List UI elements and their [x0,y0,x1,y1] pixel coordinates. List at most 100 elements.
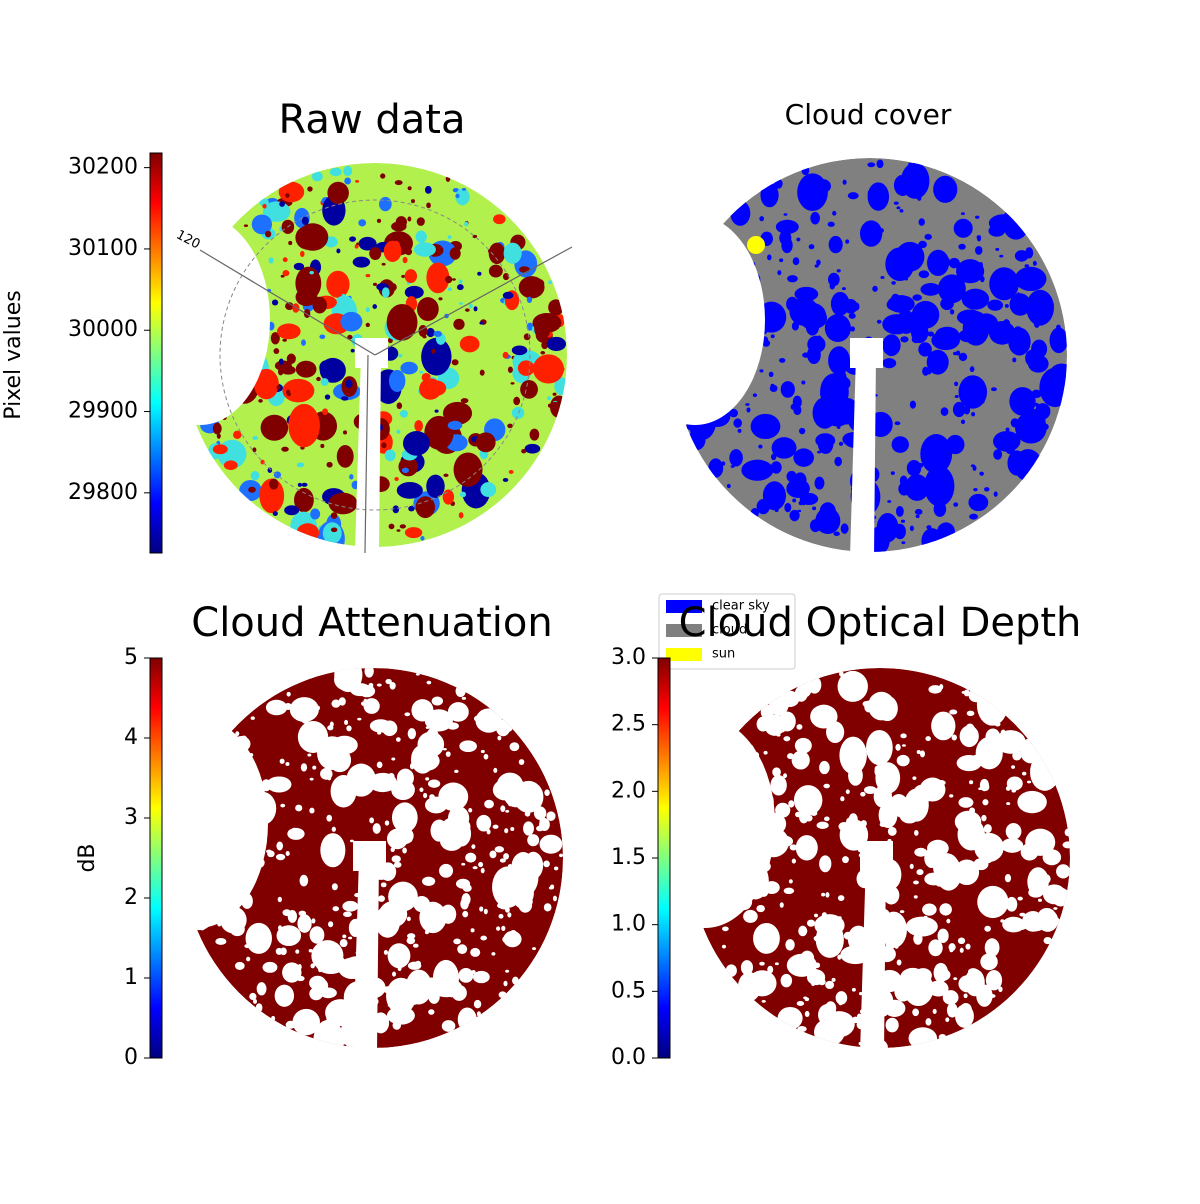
sky-blob [969,513,978,520]
sky-blob [859,220,883,247]
sky-blob [406,976,423,996]
sky-blob [404,269,418,284]
sky-blob [1049,327,1067,354]
sky-blob [813,913,819,918]
sky-blob [280,365,296,375]
sky-blob [455,685,466,698]
sky-blob [1026,289,1054,326]
sky-blob [915,514,920,519]
sky-blob [512,976,519,985]
sky-blob [473,715,484,723]
sky-blob [953,977,958,981]
sky-blob [793,448,814,467]
sky-blob [779,902,784,908]
sky-blob [399,410,409,418]
sky-blob [425,777,430,781]
sky-blob [819,502,836,522]
sky-blob [505,880,511,886]
sky-blob [526,296,533,303]
sky-blob [993,449,1003,460]
sky-blob [879,228,884,233]
sky-blob [759,216,765,222]
sky-blob [458,968,474,983]
sky-blob [295,266,322,300]
sky-blob [285,850,290,856]
sky-blob [753,922,780,954]
sky-blob [948,257,960,269]
sky-blob [965,943,971,950]
sky-blob [235,731,240,737]
sky-blob [779,230,792,246]
sky-blob [381,287,390,298]
sky-blob [989,704,1002,717]
sky-blob [438,715,447,726]
sky-blob [297,482,302,487]
sky-blob [963,993,968,999]
sky-blob [784,502,792,513]
sky-blob [276,385,281,390]
sky-blob [372,823,381,834]
sky-blob [336,248,341,254]
sky-blob [368,682,374,689]
sky-blob [932,1008,937,1014]
legend-swatch [666,624,702,637]
sky-blob [369,247,382,261]
sky-blob [541,341,549,350]
sky-blob [817,450,822,454]
sky-blob [442,489,455,505]
sky-blob [395,737,401,742]
sky-blob [426,474,445,499]
sky-blob [802,929,808,934]
sky-blob [793,405,802,416]
sky-blob [343,165,353,177]
sky-blob [791,314,796,319]
sky-blob [837,916,842,920]
sky-blob [971,411,976,417]
sky-blob [391,757,396,761]
sky-blob [758,444,763,449]
sky-blob [975,215,980,219]
sky-blob [802,352,810,358]
colorbar-tick-label: 29900 [68,399,138,424]
sky-blob [547,396,552,401]
sky-blob [391,779,415,800]
sky-blob [455,188,470,206]
sky-blob [458,279,463,284]
sky-blob [1008,333,1015,338]
sky-blob [510,827,515,832]
sky-blob [320,443,325,449]
sky-blob [810,810,818,816]
sky-blob [815,179,831,194]
sky-blob [759,369,764,373]
sky-blob [377,895,385,902]
sky-blob [721,944,726,949]
sky-blob [833,368,847,388]
sky-blob [472,866,478,870]
sky-blob [939,903,952,916]
sky-blob [385,678,392,685]
sky-blob [500,805,506,812]
sky-blob [899,209,904,213]
sky-blob [286,392,291,397]
sky-blob [256,982,267,996]
sky-blob [251,214,273,235]
sky-blob [852,302,860,311]
mask-slit [850,355,876,557]
sky-blob [509,929,517,938]
sky-blob [334,668,363,693]
sky-blob [419,787,424,793]
sky-blob [1035,403,1051,420]
sky-blob [783,736,791,742]
sky-blob [837,954,842,960]
sky-blob [899,807,920,824]
sky-blob [957,937,966,945]
sky-blob [523,333,531,341]
sky-blob [322,408,328,416]
sky-blob [426,327,435,338]
sky-blob [344,177,352,185]
sky-blob [309,270,314,275]
sky-blob [252,436,259,441]
sky-blob [954,395,959,398]
sky-blob [273,348,280,355]
sky-blob [1056,864,1070,879]
